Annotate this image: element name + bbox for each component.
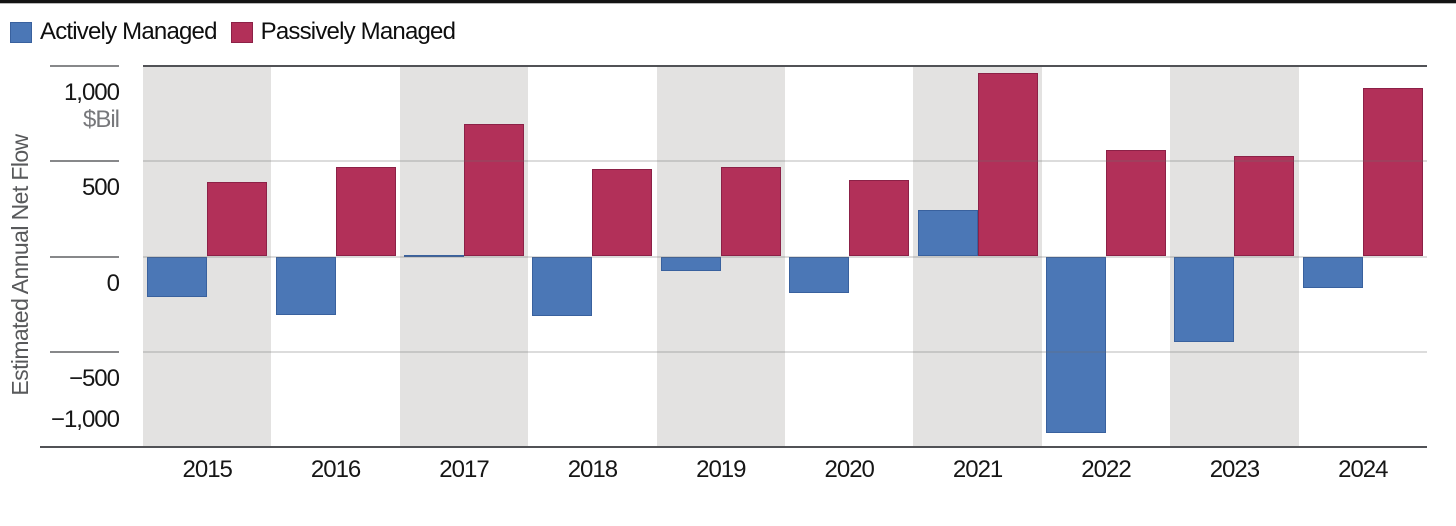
x-axis-label-2018: 2018 [567,456,618,483]
x-axis-label-2016: 2016 [310,456,361,483]
x-axis-label-2024: 2024 [1338,456,1388,483]
page-top-border [0,0,1456,4]
legend-label-actively-managed: Actively Managed [40,18,217,45]
x-axis-label-2021: 2021 [952,456,1003,483]
bar-active-2022 [1046,256,1106,433]
bar-active-2016 [275,256,336,315]
plot-top-border [143,65,1427,67]
bar-active-2021 [917,209,978,257]
bar-active-2023 [1174,256,1235,343]
x-axis-label-2019: 2019 [696,456,746,483]
bar-passive-2015 [207,182,268,257]
y-tick-0 [50,255,119,258]
y-tick-label-1000: 1,000 $Bil [0,79,120,133]
y-axis-unit-label: $Bil [82,106,120,133]
bar-active-2017 [404,254,464,257]
legend-swatch-passively-managed-icon [230,21,253,43]
x-axis-label-2020: 2020 [824,456,875,483]
gridline-500 [143,160,1427,163]
bar-passive-2019 [720,166,781,257]
y-tick-1000 [50,65,119,67]
bar-active-2020 [789,256,850,293]
y-tick-label-500: 500 [81,174,120,202]
y-tick--500 [50,350,119,353]
bar-passive-2017 [464,124,524,257]
plot-area [143,66,1427,447]
bar-passive-2020 [849,180,910,257]
x-axis-label-2022: 2022 [1081,456,1131,483]
bar-active-2024 [1302,256,1363,288]
legend-item-actively-managed: Actively Managed [10,18,217,46]
bar-passive-2016 [335,166,396,257]
y-tick-label--1000: −1,000 [50,406,120,433]
legend-label-passively-managed: Passively Managed [260,18,456,45]
bar-passive-2023 [1234,155,1295,257]
bar-active-2015 [147,256,208,297]
bar-passive-2022 [1106,149,1166,257]
x-axis-label-2023: 2023 [1209,456,1260,483]
bar-passive-2018 [592,168,653,257]
bar-active-2018 [532,256,593,316]
y-tick-label--500: −500 [68,364,120,392]
bar-passive-2024 [1362,87,1423,257]
y-tick-500 [50,160,119,163]
legend-swatch-actively-managed-icon [10,21,32,43]
gridline-0 [143,255,1427,258]
gridline--500 [143,350,1427,353]
bar-passive-2021 [977,72,1038,257]
x-axis-line [40,446,1427,448]
legend-item-passively-managed: Passively Managed [230,18,456,46]
bar-active-2019 [660,256,721,271]
x-axis-label-2015: 2015 [182,456,233,483]
y-tick-label-0: 0 [106,269,120,297]
chart-legend: Actively Managed Passively Managed [10,18,469,46]
x-axis-label-2017: 2017 [439,456,489,483]
